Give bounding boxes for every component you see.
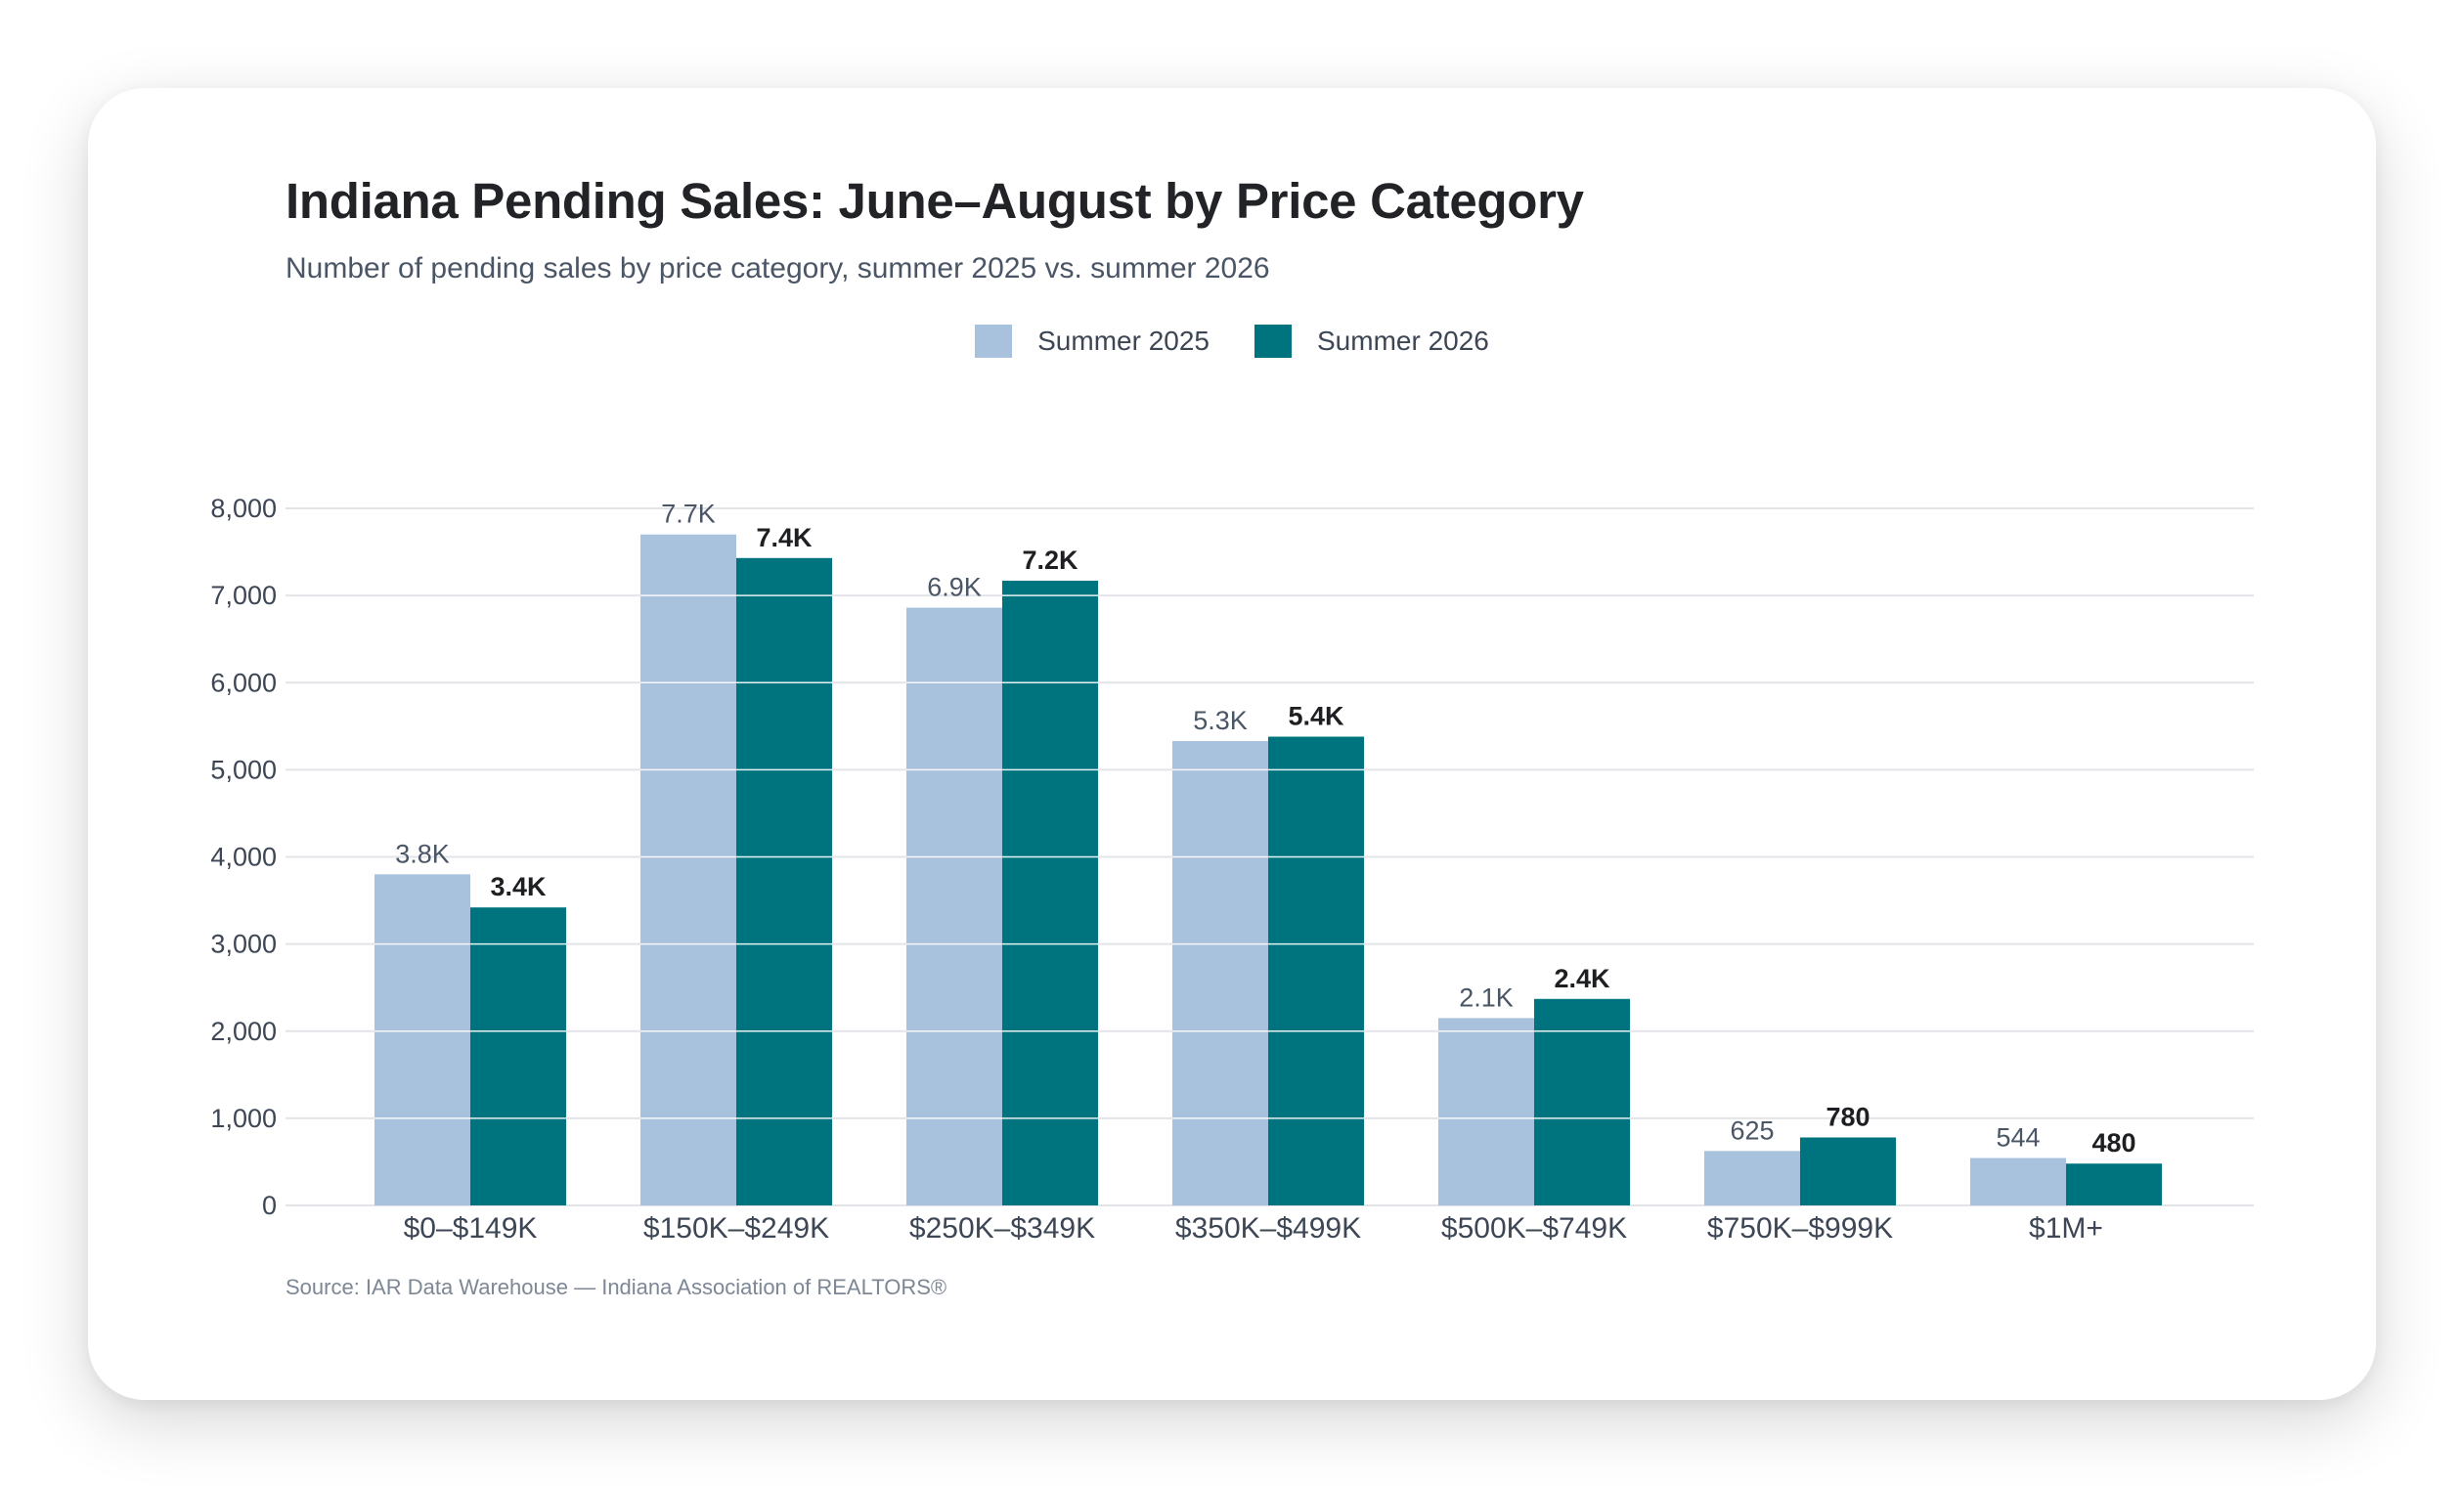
bar-summer-2025 xyxy=(1172,740,1268,1205)
x-category-label: $500K–$749K xyxy=(1441,1212,1627,1245)
bar-summer-2025 xyxy=(906,607,1002,1205)
legend-label-summer-2026: Summer 2026 xyxy=(1317,326,1489,356)
y-tick-label: 4,000 xyxy=(210,843,277,872)
x-category-label: $250K–$349K xyxy=(909,1212,1095,1245)
bar-value-label: 3.8K xyxy=(395,839,450,868)
y-tick-label: 6,000 xyxy=(210,668,277,697)
bar-value-label: 7.7K xyxy=(661,500,716,529)
y-tick-label: 7,000 xyxy=(210,581,277,610)
y-tick-label: 8,000 xyxy=(210,494,277,523)
bar-summer-2026 xyxy=(1268,736,1364,1205)
bar-value-label: 7.2K xyxy=(1022,546,1078,575)
chart-subtitle: Number of pending sales by price categor… xyxy=(286,252,1270,284)
bar-summer-2026 xyxy=(1002,580,1098,1205)
bar-summer-2026 xyxy=(470,907,566,1205)
legend-item-summer-2025: Summer 2025 xyxy=(975,325,1210,358)
bar-value-label: 2.1K xyxy=(1459,983,1514,1012)
bar-value-label: 3.4K xyxy=(490,872,547,901)
bar-value-label: 6.9K xyxy=(927,573,982,602)
bar-summer-2025 xyxy=(1704,1151,1800,1205)
x-category-label: $350K–$499K xyxy=(1175,1212,1361,1245)
chart-legend: Summer 2025 Summer 2026 xyxy=(0,325,2464,358)
bar-summer-2026 xyxy=(2066,1163,2162,1205)
bar-summer-2025 xyxy=(1438,1018,1534,1205)
y-tick-label: 0 xyxy=(262,1191,277,1220)
legend-swatch-summer-2026 xyxy=(1254,325,1292,358)
legend-item-summer-2026: Summer 2026 xyxy=(1254,325,1489,358)
y-tick-label: 5,000 xyxy=(210,755,277,784)
bar-value-label: 5.4K xyxy=(1288,702,1344,731)
x-category-label: $0–$149K xyxy=(404,1212,538,1245)
legend-label-summer-2025: Summer 2025 xyxy=(1037,326,1210,356)
bar-summer-2026 xyxy=(736,557,832,1205)
bar-summer-2025 xyxy=(374,874,470,1205)
x-category-label: $150K–$249K xyxy=(643,1212,829,1245)
bar-summer-2026 xyxy=(1534,998,1630,1205)
bar-value-label: 5.3K xyxy=(1193,706,1248,735)
bar-value-label: 780 xyxy=(1826,1102,1870,1131)
y-tick-label: 3,000 xyxy=(210,930,277,959)
bar-value-label: 7.4K xyxy=(756,523,813,552)
legend-swatch-summer-2025 xyxy=(975,325,1013,358)
y-tick-label: 1,000 xyxy=(210,1104,277,1133)
chart-source: Source: IAR Data Warehouse — Indiana Ass… xyxy=(286,1275,947,1299)
bar-value-label: 2.4K xyxy=(1554,964,1610,993)
chart-title: Indiana Pending Sales: June–August by Pr… xyxy=(286,173,1584,229)
bar-summer-2026 xyxy=(1800,1137,1896,1205)
x-category-label: $1M+ xyxy=(2029,1212,2103,1245)
bar-summer-2025 xyxy=(1970,1158,2066,1205)
y-tick-label: 2,000 xyxy=(210,1017,277,1046)
bar-value-label: 625 xyxy=(1730,1115,1774,1145)
bar-value-label: 544 xyxy=(1996,1123,2040,1153)
bar-summer-2025 xyxy=(640,534,736,1205)
bar-value-label: 480 xyxy=(2091,1128,2135,1158)
x-category-label: $750K–$999K xyxy=(1707,1212,1893,1245)
